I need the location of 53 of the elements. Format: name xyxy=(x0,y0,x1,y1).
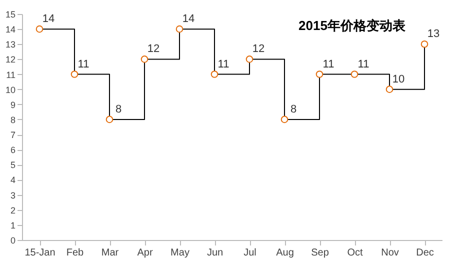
data-label: 12 xyxy=(252,43,265,56)
x-tick-label: Dec xyxy=(416,248,434,258)
y-tick-label: 8 xyxy=(10,114,16,125)
point xyxy=(280,116,288,124)
data-label: 14 xyxy=(42,13,55,26)
x-tick-label: Apr xyxy=(137,248,154,258)
data-label: 11 xyxy=(78,58,90,70)
data-label: 12 xyxy=(147,43,160,56)
point xyxy=(106,116,114,124)
x-tick-label: Aug xyxy=(276,248,294,258)
point xyxy=(70,70,78,78)
y-tick-label: 3 xyxy=(10,190,16,200)
y-tick-label: 12 xyxy=(5,54,16,65)
point xyxy=(210,70,218,78)
x-tick-label: 15-Jan xyxy=(24,248,56,258)
y-tick-label: 1 xyxy=(10,220,16,230)
y-tick-label: 9 xyxy=(10,100,16,110)
data-label: 13 xyxy=(427,28,440,40)
y-tick-label: 13 xyxy=(5,40,16,50)
data-label: 11 xyxy=(218,58,230,70)
point xyxy=(386,86,394,93)
y-tick-label: 7 xyxy=(10,130,16,140)
y-tick-label: 14 xyxy=(5,24,16,35)
data-label: 11 xyxy=(358,58,370,70)
x-tick-label: Sep xyxy=(311,248,330,258)
x-tick-label: Jun xyxy=(206,248,224,258)
x-tick-label: Jul xyxy=(244,248,256,258)
data-label: 14 xyxy=(182,13,195,26)
y-tick-label: 15 xyxy=(5,10,16,20)
point xyxy=(350,70,358,78)
point xyxy=(140,56,148,63)
point xyxy=(36,25,44,33)
y-tick-label: 6 xyxy=(10,145,16,156)
x-tick-label: Nov xyxy=(381,248,399,258)
x-tick-label: May xyxy=(170,248,190,258)
y-tick-label: 0 xyxy=(10,236,16,246)
y-tick-label: 2 xyxy=(10,205,16,216)
data-label: 10 xyxy=(392,73,405,86)
point xyxy=(176,25,184,33)
x-tick-label: Feb xyxy=(66,248,84,258)
point xyxy=(316,70,324,78)
point xyxy=(420,40,428,48)
data-label: 8 xyxy=(115,103,122,116)
point xyxy=(246,56,254,63)
x-tick-label: Mar xyxy=(101,248,120,258)
y-tick-label: 10 xyxy=(5,84,16,95)
x-tick-label: Oct xyxy=(347,248,363,258)
data-label: 11 xyxy=(322,58,334,70)
y-tick-label: 11 xyxy=(6,70,16,80)
data-label: 8 xyxy=(290,103,297,116)
chart-title: 2015年价格变动表 xyxy=(298,18,406,33)
y-tick-label: 5 xyxy=(10,160,16,170)
y-tick-label: 4 xyxy=(10,175,16,186)
